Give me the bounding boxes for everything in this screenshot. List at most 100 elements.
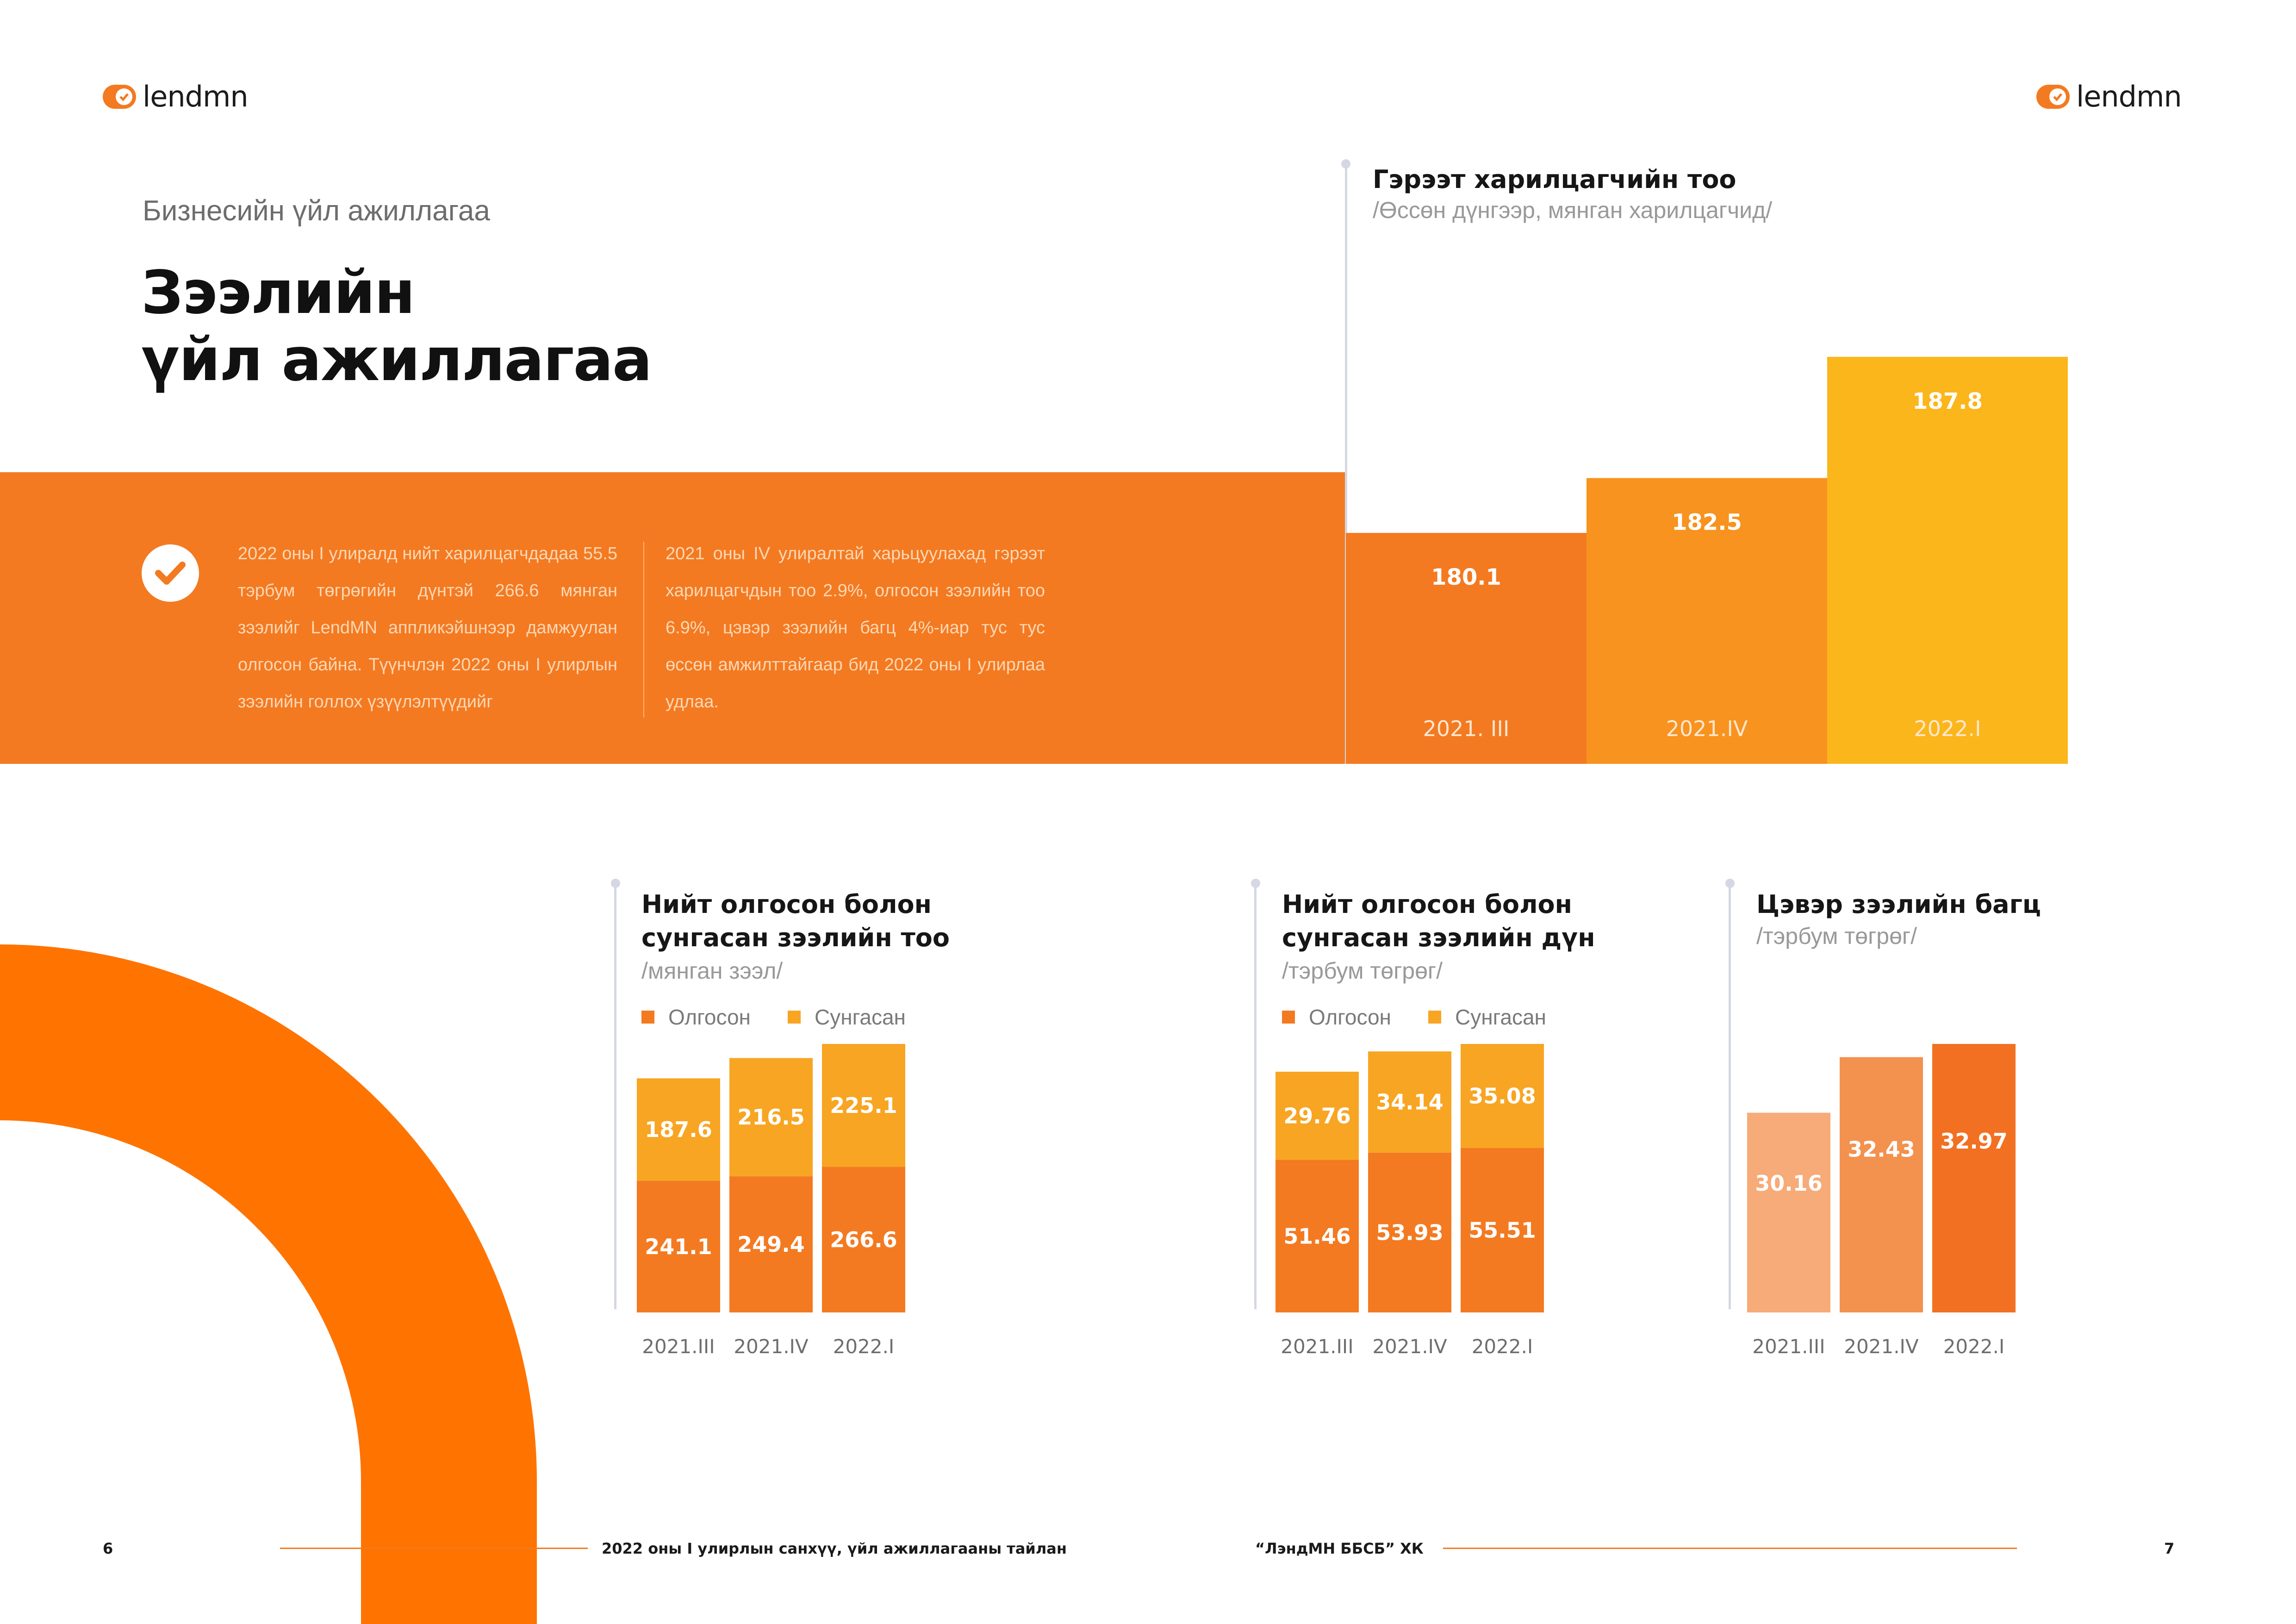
chart4-value-label: 32.43: [1848, 1137, 1915, 1162]
chart1-value-label: 182.5: [1672, 510, 1742, 536]
chart4-value-label: 32.97: [1940, 1129, 2008, 1154]
chart4-tick-label: 2021.III: [1752, 1335, 1825, 1358]
chart3-value-label: 35.08: [1468, 1083, 1536, 1108]
chart4-unit: /тэрбум төгрөг/: [1756, 923, 1917, 949]
footer-line-left: [280, 1548, 588, 1549]
chart1-value-label: 187.8: [1912, 388, 1983, 414]
chart4-bar: [1932, 1044, 2016, 1312]
page-title: Зээлийн үйл ажиллагаа: [141, 258, 652, 394]
chart3-axis-line: [1254, 883, 1257, 1309]
chart3-tick-label: 2021.IV: [1372, 1335, 1447, 1358]
chart2-tick-label: 2021.III: [642, 1335, 715, 1358]
legend-item-sungasan: Сунгасан: [787, 1005, 906, 1030]
chart3-bar-sungasan: [1461, 1044, 1544, 1148]
legend-swatch: [1428, 1011, 1441, 1024]
logo-left: lendmn: [103, 80, 249, 113]
chart4-axis-line: [1729, 883, 1731, 1309]
chart1-bar: [1587, 478, 1827, 764]
chart3-tick-label: 2022.I: [1472, 1335, 1533, 1358]
legend-swatch: [1282, 1011, 1295, 1024]
page-number-right: 7: [2164, 1540, 2175, 1557]
chart3-bar-olgoson: [1368, 1152, 1451, 1312]
chart4-axis-dot: [1725, 879, 1735, 888]
chart2-title: Нийт олгосон болон сунгасан зээлийн тоо: [641, 888, 950, 955]
chart3-title: Нийт олгосон болон сунгасан зээлийн дүн: [1282, 888, 1595, 955]
page-title-line1: Зээлийн: [141, 258, 415, 327]
logo-check-icon: [103, 84, 136, 109]
chart3-axis-dot: [1251, 879, 1260, 888]
chart3-tick-label: 2021.III: [1281, 1335, 1353, 1358]
chart2-title-line1: Нийт олгосон болон: [641, 890, 932, 919]
legend-item-olgoson: Олгосон: [641, 1005, 751, 1030]
chart2-bar-sungasan: [729, 1058, 813, 1176]
chart4-tick-label: 2022.I: [1943, 1335, 2005, 1358]
chart4-bar: [1840, 1057, 1923, 1312]
chart3-title-line2: сунгасан зээлийн дүн: [1282, 923, 1595, 952]
legend-swatch: [787, 1011, 801, 1024]
chart3-bar-sungasan: [1368, 1051, 1451, 1153]
chart1-title: Гэрээт харилцагчийн тоо: [1373, 165, 1736, 194]
footer-line-right: [1443, 1548, 2017, 1549]
chart2-value-label: 249.4: [737, 1232, 805, 1257]
chart4-plot: 30.16 2021.III 32.43 2021.IV 32.97 2022.I: [1747, 1044, 2016, 1358]
check-circle-icon: [142, 544, 199, 602]
intro-paragraph-1: 2022 оны I улиралд нийт харилцагчдадаа 5…: [238, 544, 617, 712]
footer-report-title: 2022 оны I улирлын санхүү, үйл ажиллагаа…: [602, 1540, 1067, 1557]
chart2-tick-label: 2022.I: [833, 1335, 895, 1358]
legend-label: Сунгасан: [1455, 1005, 1546, 1029]
decorative-arc: [0, 944, 537, 1624]
page-title-line2: үйл ажиллагаа: [141, 325, 652, 394]
chart1-bar: [1827, 356, 2068, 764]
legend-label: Олгосон: [1309, 1005, 1391, 1029]
legend-label: Сунгасан: [814, 1005, 906, 1029]
logo-text: lendmn: [2076, 80, 2182, 113]
chart1-value-label: 180.1: [1431, 564, 1501, 590]
chart1-tick-label: 2022.I: [1914, 716, 1981, 741]
chart3-title-line1: Нийт олгосон болон: [1282, 890, 1572, 919]
chart3-unit: /тэрбум төгрөг/: [1282, 958, 1443, 984]
chart3-value-label: 51.46: [1283, 1224, 1351, 1249]
chart2-unit: /мянган зээл/: [641, 958, 783, 984]
footer-company: “ЛэндМН ББСБ” ХК: [1255, 1540, 1424, 1557]
chart1-axis-line: [1345, 161, 1347, 764]
chart3-bar-sungasan: [1276, 1071, 1359, 1160]
chart3-bar-olgoson: [1276, 1160, 1359, 1312]
chart2-bar-olgoson: [637, 1181, 720, 1312]
chart3-value-label: 34.14: [1376, 1089, 1444, 1114]
chart4-value-label: 30.16: [1755, 1171, 1823, 1196]
arc-shape: [0, 944, 537, 1624]
chart2-value-label: 225.1: [830, 1093, 897, 1118]
logo-text: lendmn: [143, 80, 249, 113]
chart2-value-label: 241.1: [645, 1234, 712, 1259]
chart2-value-label: 187.6: [645, 1117, 712, 1142]
chart2-legend: Олгосон Сунгасан: [641, 1005, 906, 1030]
chart3-bar-olgoson: [1461, 1148, 1544, 1312]
intro-band: [0, 472, 1346, 764]
chart2-value-label: 266.6: [830, 1227, 897, 1252]
chart3-legend: Олгосон Сунгасан: [1282, 1005, 1546, 1030]
chart2-bar-sungasan: [637, 1078, 720, 1181]
legend-label: Олгосон: [668, 1005, 751, 1029]
chart1-tick-label: 2021.IV: [1666, 716, 1748, 741]
chart3-value-label: 53.93: [1376, 1220, 1444, 1245]
page-number-left: 6: [103, 1540, 113, 1557]
chart2-bar-olgoson: [822, 1167, 905, 1312]
chart1-bar: [1346, 533, 1587, 764]
chart2-axis-dot: [611, 879, 620, 888]
chart1-plot: 180.1 2021. III 182.5 2021.IV 187.8 2022.I: [1346, 356, 2068, 764]
chart2-axis-line: [614, 883, 616, 1309]
intro-paragraph-2: 2021 оны IV улиралтай харьцуулахад гэрээ…: [666, 544, 1045, 712]
legend-item-olgoson: Олгосон: [1282, 1005, 1391, 1030]
legend-swatch: [641, 1011, 654, 1024]
intro-divider: [643, 542, 644, 718]
chart4-title: Цэвэр зээлийн багц: [1756, 890, 2041, 919]
chart3-plot: 51.46 29.76 2021.III 53.93 34.14 2021.IV 55.51…: [1276, 1044, 1544, 1358]
legend-item-sungasan: Сунгасан: [1428, 1005, 1546, 1030]
section-subtitle: Бизнесийн үйл ажиллагаа: [143, 195, 490, 227]
chart2-bar-sungasan: [822, 1044, 905, 1167]
chart4-tick-label: 2021.IV: [1844, 1335, 1919, 1358]
chart3-value-label: 55.51: [1468, 1218, 1536, 1243]
chart3-value-label: 29.76: [1283, 1103, 1351, 1128]
chart2-tick-label: 2021.IV: [734, 1335, 809, 1358]
chart1-axis-dot: [1341, 159, 1350, 169]
